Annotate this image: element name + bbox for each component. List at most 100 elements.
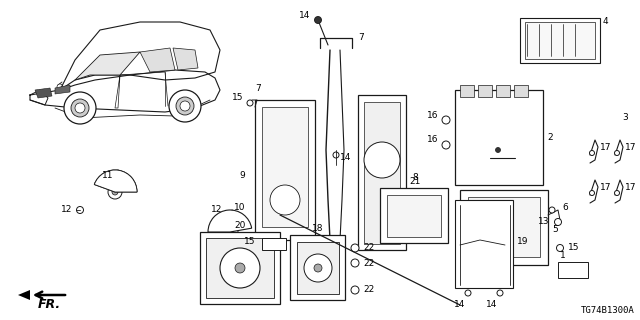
Circle shape: [465, 290, 471, 296]
Text: 22: 22: [363, 259, 374, 268]
Text: 8: 8: [412, 173, 418, 182]
Text: 2: 2: [547, 133, 552, 142]
Text: 12: 12: [211, 205, 222, 214]
Text: 14: 14: [299, 11, 310, 20]
Bar: [206, 238, 274, 298]
Text: 15: 15: [232, 92, 243, 101]
Text: 10: 10: [234, 204, 246, 212]
Circle shape: [314, 17, 321, 23]
Polygon shape: [18, 290, 30, 300]
Bar: [455, 90, 543, 185]
Circle shape: [64, 92, 96, 124]
Circle shape: [442, 116, 450, 124]
Bar: [200, 232, 280, 304]
Bar: [514, 85, 528, 97]
Text: 12: 12: [61, 205, 72, 214]
Text: 13: 13: [538, 218, 549, 227]
Text: 15: 15: [243, 237, 255, 246]
Text: 16: 16: [426, 135, 438, 145]
Text: 1: 1: [560, 251, 566, 260]
Bar: [460, 85, 474, 97]
Circle shape: [614, 190, 620, 196]
Circle shape: [270, 185, 300, 215]
Bar: [364, 102, 400, 244]
Circle shape: [442, 141, 450, 149]
Circle shape: [589, 150, 595, 156]
Text: 18: 18: [312, 224, 324, 233]
Text: 5: 5: [552, 226, 557, 235]
Text: 11: 11: [102, 171, 113, 180]
Circle shape: [333, 152, 339, 158]
Bar: [558, 262, 588, 278]
Bar: [455, 200, 513, 288]
Circle shape: [351, 286, 359, 294]
Circle shape: [247, 100, 253, 106]
Circle shape: [364, 142, 400, 178]
Text: 14: 14: [454, 300, 466, 309]
Bar: [478, 85, 492, 97]
Bar: [297, 242, 339, 294]
Text: 16: 16: [426, 110, 438, 119]
Bar: [358, 95, 406, 250]
Circle shape: [112, 189, 118, 195]
Bar: [380, 188, 448, 243]
Bar: [262, 107, 308, 227]
Text: 3: 3: [622, 114, 628, 123]
Bar: [255, 100, 315, 240]
Text: 6: 6: [562, 204, 568, 212]
Circle shape: [169, 90, 201, 122]
Bar: [468, 197, 540, 257]
Circle shape: [557, 244, 563, 252]
Bar: [496, 85, 510, 97]
Circle shape: [225, 213, 231, 219]
Text: 9: 9: [239, 171, 245, 180]
Text: 15: 15: [568, 244, 579, 252]
Circle shape: [227, 228, 234, 236]
Polygon shape: [173, 48, 198, 70]
Circle shape: [314, 264, 322, 272]
Circle shape: [176, 97, 194, 115]
Polygon shape: [60, 22, 220, 90]
Bar: [290, 235, 345, 300]
Wedge shape: [94, 170, 137, 192]
Bar: [525, 22, 595, 59]
Circle shape: [495, 148, 500, 153]
Text: 17: 17: [625, 143, 637, 153]
Polygon shape: [140, 48, 175, 72]
Text: 17: 17: [625, 183, 637, 193]
Text: 17: 17: [600, 143, 611, 153]
Circle shape: [180, 101, 190, 111]
Circle shape: [220, 248, 260, 288]
Text: 22: 22: [363, 285, 374, 294]
Text: 20: 20: [234, 221, 246, 230]
Bar: [520, 18, 600, 63]
Wedge shape: [208, 210, 252, 232]
Text: 7: 7: [255, 84, 261, 93]
Wedge shape: [94, 170, 137, 192]
Text: 14: 14: [486, 300, 498, 309]
Circle shape: [497, 290, 503, 296]
Text: 7: 7: [358, 34, 364, 43]
Circle shape: [589, 190, 595, 196]
Circle shape: [108, 185, 122, 199]
Circle shape: [351, 259, 359, 267]
Polygon shape: [30, 70, 220, 112]
Circle shape: [77, 206, 83, 213]
Bar: [460, 190, 548, 265]
Bar: [387, 195, 441, 237]
Polygon shape: [55, 85, 70, 94]
Text: 4: 4: [603, 18, 609, 27]
Circle shape: [614, 150, 620, 156]
Circle shape: [351, 244, 359, 252]
Circle shape: [235, 263, 245, 273]
Circle shape: [75, 103, 85, 113]
Circle shape: [57, 84, 63, 90]
Bar: [262, 238, 286, 250]
Circle shape: [554, 219, 561, 226]
Circle shape: [71, 99, 89, 117]
Circle shape: [549, 207, 555, 213]
Polygon shape: [75, 52, 140, 80]
Circle shape: [222, 224, 238, 240]
Text: 21: 21: [410, 177, 420, 186]
Text: FR.: FR.: [38, 299, 61, 311]
